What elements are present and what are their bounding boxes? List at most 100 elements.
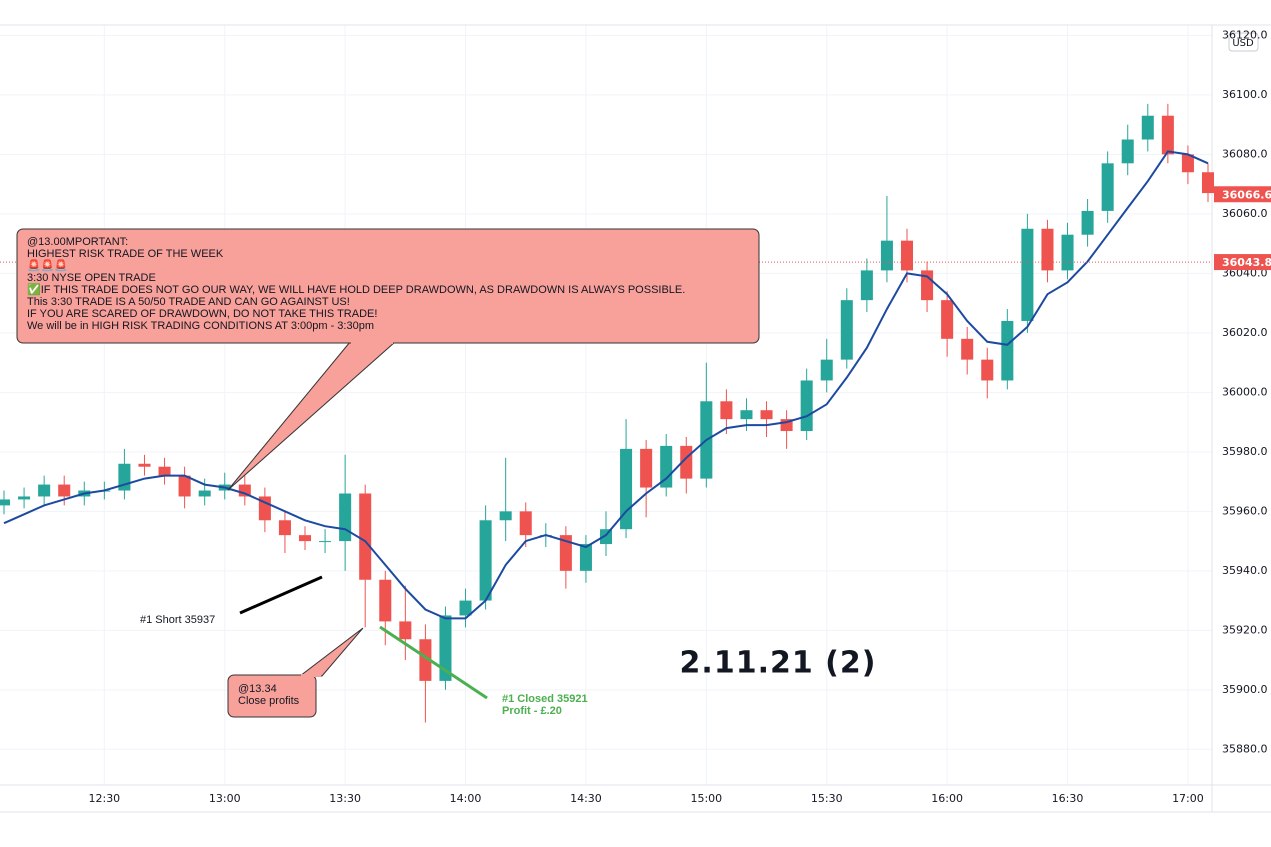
candle-body xyxy=(640,448,653,488)
candle-body xyxy=(499,511,512,521)
note-line: @13.34 xyxy=(238,683,277,695)
candle-body xyxy=(479,520,492,601)
candle-body xyxy=(18,496,31,500)
candle-body xyxy=(1001,320,1014,381)
marked-price-box xyxy=(1214,254,1271,271)
y-tick-label: 35920.0 xyxy=(1222,623,1268,636)
candle-body xyxy=(138,463,151,467)
candle-body xyxy=(198,490,211,497)
candle-body xyxy=(941,300,954,339)
y-tick-label: 35980.0 xyxy=(1222,445,1268,458)
candle-body xyxy=(158,466,171,476)
profit-label: Profit - £.20 xyxy=(502,705,562,717)
y-tick-label: 36120.0 xyxy=(1222,28,1268,41)
y-tick-label: 36060.0 xyxy=(1222,207,1268,220)
candle-body xyxy=(1161,115,1174,155)
y-tick-label: 36020.0 xyxy=(1222,326,1268,339)
callout-line: 3:30 NYSE OPEN TRADE xyxy=(27,272,156,284)
candle-body xyxy=(1121,139,1134,164)
candle-body xyxy=(800,380,813,432)
candle-body xyxy=(1061,234,1074,271)
candle-body xyxy=(1041,228,1054,271)
candle-body xyxy=(981,359,994,381)
x-tick-label: 16:00 xyxy=(931,792,963,805)
last-price-box xyxy=(1214,186,1271,203)
y-tick-label: 36080.0 xyxy=(1222,147,1268,160)
closed-label: #1 Closed 35921 xyxy=(502,693,588,705)
candle-body xyxy=(579,544,592,571)
candle-body xyxy=(519,511,532,536)
candle-body xyxy=(178,475,191,497)
candle-body xyxy=(740,410,753,420)
x-tick-label: 15:00 xyxy=(690,792,722,805)
x-tick-label: 12:30 xyxy=(88,792,120,805)
chart-label: 2.11.21 (2) xyxy=(680,646,877,681)
candle-body xyxy=(419,639,432,681)
candle-body xyxy=(1201,172,1215,194)
candle-body xyxy=(439,615,452,681)
y-tick-label: 35940.0 xyxy=(1222,564,1268,577)
short-label: #1 Short 35937 xyxy=(140,614,215,626)
y-tick-label: 35880.0 xyxy=(1222,742,1268,755)
candle-body xyxy=(58,484,71,497)
candle-body xyxy=(38,484,51,497)
candle-body xyxy=(880,240,893,271)
x-tick-label: 14:30 xyxy=(570,792,602,805)
y-tick-label: 36000.0 xyxy=(1222,385,1268,398)
note-joint xyxy=(301,674,321,677)
candle-body xyxy=(1181,154,1194,173)
x-tick-label: 15:30 xyxy=(811,792,843,805)
y-tick-label: 35960.0 xyxy=(1222,504,1268,517)
y-tick-label: 35900.0 xyxy=(1222,683,1268,696)
candle-body xyxy=(319,541,332,543)
note-box xyxy=(227,674,317,718)
callout-line: HIGHEST RISK TRADE OF THE WEEK xyxy=(27,248,224,260)
note-line: Close profits xyxy=(238,695,300,707)
currency: USD xyxy=(1232,38,1254,49)
candle-body xyxy=(720,401,733,420)
candle-body xyxy=(860,270,873,301)
plot xyxy=(0,103,1215,723)
candle-body xyxy=(399,621,412,640)
candle-body xyxy=(1101,163,1114,211)
callout-line: IF YOU ARE SCARED OF DRAWDOWN, DO NOT TA… xyxy=(27,308,377,320)
candle-body xyxy=(278,520,291,536)
candle-body xyxy=(820,359,833,381)
callout-line: 🚨🚨🚨 xyxy=(27,259,68,272)
candle-body xyxy=(780,419,793,432)
candle-body xyxy=(840,300,853,360)
candle-body xyxy=(660,445,673,488)
candle-body xyxy=(258,496,271,521)
candle-body xyxy=(339,493,352,542)
callout-joint xyxy=(351,341,393,344)
candle-body xyxy=(961,338,974,360)
x-tick-label: 13:00 xyxy=(209,792,241,805)
y-tick-label: 36100.0 xyxy=(1222,88,1268,101)
closed-line xyxy=(379,625,488,700)
callout-line: This 3:30 TRADE IS A 50/50 TRADE AND CAN… xyxy=(27,296,350,308)
candle-body xyxy=(298,535,312,542)
candle-body xyxy=(0,499,11,506)
x-tick-label: 17:00 xyxy=(1172,792,1204,805)
candle-body xyxy=(760,410,773,420)
x-tick-label: 13:30 xyxy=(329,792,361,805)
candle-body xyxy=(459,600,472,616)
candle-body xyxy=(1141,115,1154,140)
candle-body xyxy=(359,493,372,580)
callout-line: ✅IF THIS TRADE DOES NOT GO OUR WAY, WE W… xyxy=(27,283,685,296)
candle-body xyxy=(1021,228,1034,321)
candle-body xyxy=(559,535,572,571)
callout-line: @13.00MPORTANT: xyxy=(27,236,128,248)
callout-line: We will be in HIGH RISK TRADING CONDITIO… xyxy=(27,320,374,332)
candle-body xyxy=(238,484,251,497)
moving-average xyxy=(3,150,1209,620)
candle-body xyxy=(1081,210,1094,235)
marked-price-label: 36043.8 xyxy=(1222,256,1271,269)
x-tick-label: 14:00 xyxy=(450,792,482,805)
grid xyxy=(0,25,1212,785)
short-line xyxy=(239,575,323,615)
x-tick-label: 16:30 xyxy=(1052,792,1084,805)
currency-box xyxy=(1228,32,1259,52)
